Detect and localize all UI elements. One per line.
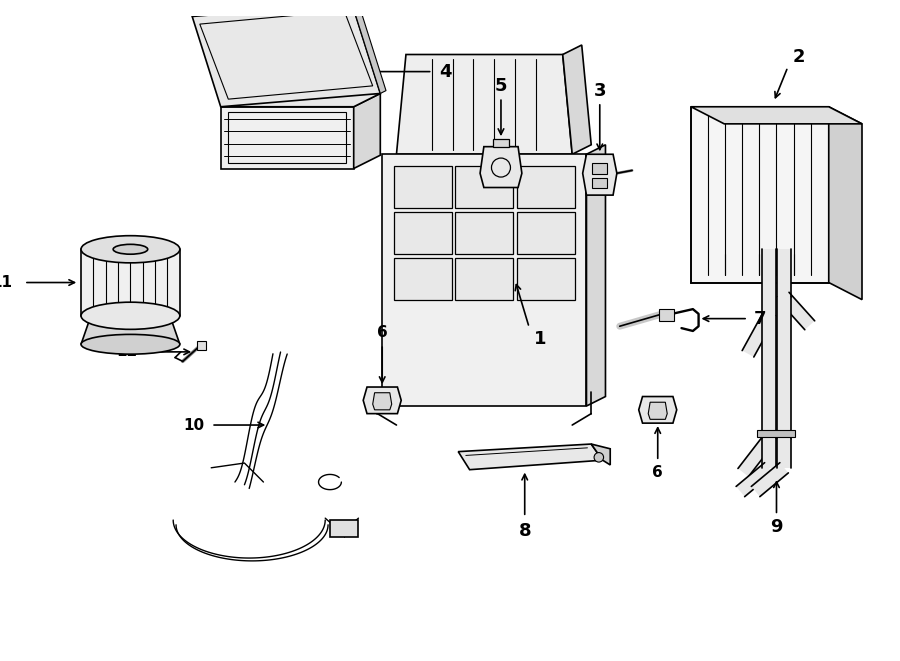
Polygon shape — [352, 1, 386, 93]
Text: 5: 5 — [495, 77, 508, 95]
Polygon shape — [582, 154, 617, 195]
Polygon shape — [458, 444, 603, 470]
Text: 8: 8 — [518, 522, 531, 541]
Polygon shape — [742, 313, 775, 357]
Text: 1: 1 — [534, 330, 546, 348]
Ellipse shape — [81, 334, 180, 354]
Polygon shape — [373, 393, 392, 410]
Polygon shape — [592, 178, 608, 188]
Polygon shape — [81, 316, 180, 344]
Polygon shape — [779, 292, 814, 330]
Polygon shape — [455, 166, 513, 208]
Polygon shape — [393, 258, 452, 300]
Circle shape — [594, 453, 604, 462]
Polygon shape — [518, 166, 575, 208]
Text: 12: 12 — [116, 344, 137, 360]
Ellipse shape — [81, 236, 180, 263]
Polygon shape — [762, 316, 776, 440]
Polygon shape — [455, 258, 513, 300]
Polygon shape — [778, 297, 791, 440]
Polygon shape — [330, 520, 358, 537]
Polygon shape — [480, 147, 522, 188]
Text: 9: 9 — [770, 518, 783, 535]
Text: 7: 7 — [753, 309, 766, 328]
Polygon shape — [752, 463, 788, 496]
Polygon shape — [691, 107, 829, 282]
Ellipse shape — [81, 302, 180, 329]
Polygon shape — [659, 309, 674, 321]
Ellipse shape — [113, 245, 148, 254]
Polygon shape — [691, 107, 862, 124]
Polygon shape — [591, 444, 610, 465]
Polygon shape — [829, 107, 862, 299]
Polygon shape — [587, 145, 606, 406]
Polygon shape — [518, 258, 575, 300]
Polygon shape — [648, 403, 667, 419]
Polygon shape — [738, 435, 774, 477]
Polygon shape — [455, 212, 513, 254]
Polygon shape — [397, 54, 572, 154]
Polygon shape — [220, 93, 381, 107]
Polygon shape — [393, 166, 452, 208]
Polygon shape — [778, 440, 791, 468]
Text: 2: 2 — [793, 48, 806, 66]
Polygon shape — [197, 342, 206, 350]
Polygon shape — [193, 3, 381, 107]
Polygon shape — [382, 154, 587, 406]
Polygon shape — [393, 212, 452, 254]
Text: 6: 6 — [377, 325, 388, 340]
Polygon shape — [762, 249, 776, 316]
Polygon shape — [354, 93, 381, 169]
Polygon shape — [778, 249, 791, 297]
Text: 3: 3 — [593, 81, 606, 100]
Text: 6: 6 — [652, 465, 663, 480]
Polygon shape — [493, 139, 508, 147]
Polygon shape — [592, 163, 608, 175]
Text: 10: 10 — [184, 418, 204, 432]
Polygon shape — [518, 212, 575, 254]
Polygon shape — [81, 249, 180, 316]
Polygon shape — [562, 45, 591, 154]
Polygon shape — [220, 107, 354, 169]
Text: 11: 11 — [0, 275, 13, 290]
Polygon shape — [364, 387, 401, 414]
Polygon shape — [758, 430, 796, 438]
Text: 4: 4 — [439, 63, 452, 81]
Polygon shape — [762, 440, 776, 468]
Polygon shape — [639, 397, 677, 423]
Polygon shape — [736, 463, 773, 496]
